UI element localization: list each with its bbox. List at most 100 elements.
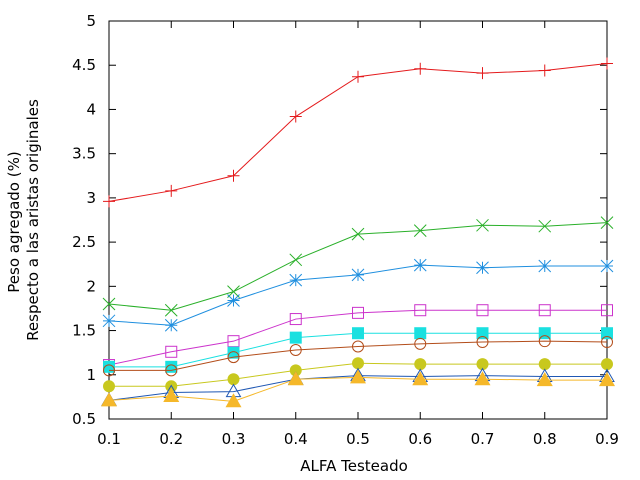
data-point-square-filled — [352, 327, 364, 340]
x-tick-label: 0.4 — [284, 430, 308, 448]
y-tick-label: 2.5 — [72, 233, 96, 251]
x-tick-label: 0.6 — [408, 430, 432, 448]
data-point-cross — [476, 218, 489, 232]
series-line — [108, 62, 608, 202]
data-point-cross — [351, 227, 365, 241]
x-tick-label: 0.2 — [159, 430, 183, 448]
data-point-circle-filled — [476, 358, 489, 371]
series-3 — [102, 258, 614, 332]
data-point-star — [538, 259, 552, 273]
data-point-circle-filled — [103, 380, 115, 393]
data-point-triangle-filled — [474, 371, 491, 386]
series-5 — [103, 327, 613, 373]
data-point-square — [289, 313, 302, 326]
data-point-star — [164, 318, 178, 332]
y-tick-label: 1.5 — [72, 322, 96, 340]
x-tick-label: 0.1 — [97, 430, 121, 448]
series-6 — [103, 335, 613, 377]
x-axis-title: ALFA Testeado — [300, 457, 408, 475]
data-point-plus — [538, 64, 551, 77]
data-point-star — [476, 261, 489, 275]
data-point-star — [227, 294, 240, 307]
x-tick-label: 0.3 — [222, 430, 246, 448]
data-point-cross — [164, 303, 178, 317]
data-point-cross — [289, 253, 303, 267]
y-tick-label: 1 — [86, 366, 96, 384]
data-point-plus — [476, 67, 489, 80]
x-tick-label: 0.8 — [533, 430, 557, 448]
data-point-square-filled — [476, 327, 489, 340]
data-point-circle-filled — [289, 364, 302, 377]
data-point-cross — [413, 224, 427, 237]
data-point-star — [102, 314, 116, 328]
y-tick-label: 5 — [86, 12, 96, 30]
y-tick-label: 3 — [86, 189, 96, 207]
series-1 — [103, 57, 613, 208]
y-tick-label: 3.5 — [72, 145, 96, 163]
data-point-plus — [103, 195, 115, 208]
data-point-star — [351, 268, 365, 282]
data-point-square — [476, 304, 489, 317]
x-tick-label: 0.5 — [346, 430, 370, 448]
data-point-square-filled — [103, 360, 115, 373]
data-point-square — [414, 304, 427, 317]
data-point-square — [538, 304, 551, 317]
data-point-plus — [227, 169, 240, 182]
data-point-plus — [289, 110, 302, 123]
data-point-square-filled — [601, 327, 613, 340]
data-point-square — [601, 304, 613, 317]
y-axis-title-line-2: Respecto a las aristas originales — [24, 99, 42, 341]
data-point-plus — [165, 184, 178, 197]
data-point-triangle-filled — [599, 372, 615, 387]
data-point-cross — [600, 216, 614, 230]
data-point-plus — [352, 70, 364, 83]
y-tick-label: 0.5 — [72, 410, 96, 428]
series-9 — [101, 369, 615, 408]
data-point-triangle-filled — [412, 371, 429, 386]
series-4 — [103, 304, 613, 372]
x-axis-ticks: 0.1 0.2 0.3 0.4 0.5 0.6 0.7 0.8 0.9 — [97, 21, 619, 448]
y-tick-label: 4.5 — [72, 56, 96, 74]
data-point-triangle-filled — [350, 369, 366, 384]
data-point-star — [600, 259, 614, 273]
y-tick-label: 2 — [86, 277, 96, 295]
data-point-square-filled — [289, 331, 302, 344]
data-point-circle — [352, 340, 364, 353]
data-point-circle — [601, 336, 613, 349]
data-point-plus — [601, 57, 613, 70]
x-tick-label: 0.9 — [595, 430, 619, 448]
data-point-square-filled — [414, 327, 427, 340]
data-point-circle-filled — [352, 357, 364, 370]
series-line — [108, 309, 607, 366]
data-point-circle — [414, 337, 427, 350]
data-point-square — [352, 306, 364, 319]
data-point-circle-filled — [414, 358, 427, 371]
data-point-square-filled — [227, 346, 240, 359]
data-point-circle — [103, 364, 115, 377]
data-point-triangle-filled — [536, 372, 553, 387]
data-point-plus — [414, 62, 427, 75]
data-point-triangle-filled — [225, 393, 242, 408]
y-tick-label: 4 — [86, 100, 96, 118]
data-point-circle-filled — [227, 373, 240, 386]
data-point-square — [165, 345, 178, 358]
data-point-circle — [476, 336, 489, 349]
y-axis-title-line-1: Peso agregado (%) — [5, 151, 23, 292]
series-7 — [103, 357, 613, 393]
data-point-triangle-filled — [101, 392, 117, 407]
data-point-star — [289, 273, 303, 287]
series-line — [109, 340, 608, 371]
data-point-triangle-filled — [287, 371, 304, 386]
series-2 — [102, 216, 614, 317]
data-point-circle — [165, 364, 178, 377]
data-point-cross — [102, 297, 116, 311]
data-point-cross — [227, 285, 240, 298]
data-point-circle-filled — [601, 358, 613, 371]
y-axis-ticks: 0.5 1 1.5 2 2.5 3 3.5 4 4.5 5 — [72, 12, 607, 428]
data-point-cross — [538, 219, 552, 233]
data-point-circle — [227, 351, 240, 364]
x-tick-label: 0.7 — [471, 430, 495, 448]
data-point-triangle-filled — [163, 388, 180, 403]
data-point-circle — [538, 335, 551, 348]
